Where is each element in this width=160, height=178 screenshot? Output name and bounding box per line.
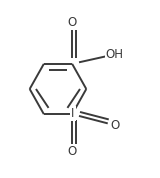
- Text: O: O: [68, 17, 77, 30]
- Text: O: O: [110, 119, 119, 132]
- Text: I: I: [71, 107, 75, 120]
- Text: O: O: [68, 145, 77, 158]
- Text: OH: OH: [106, 48, 124, 61]
